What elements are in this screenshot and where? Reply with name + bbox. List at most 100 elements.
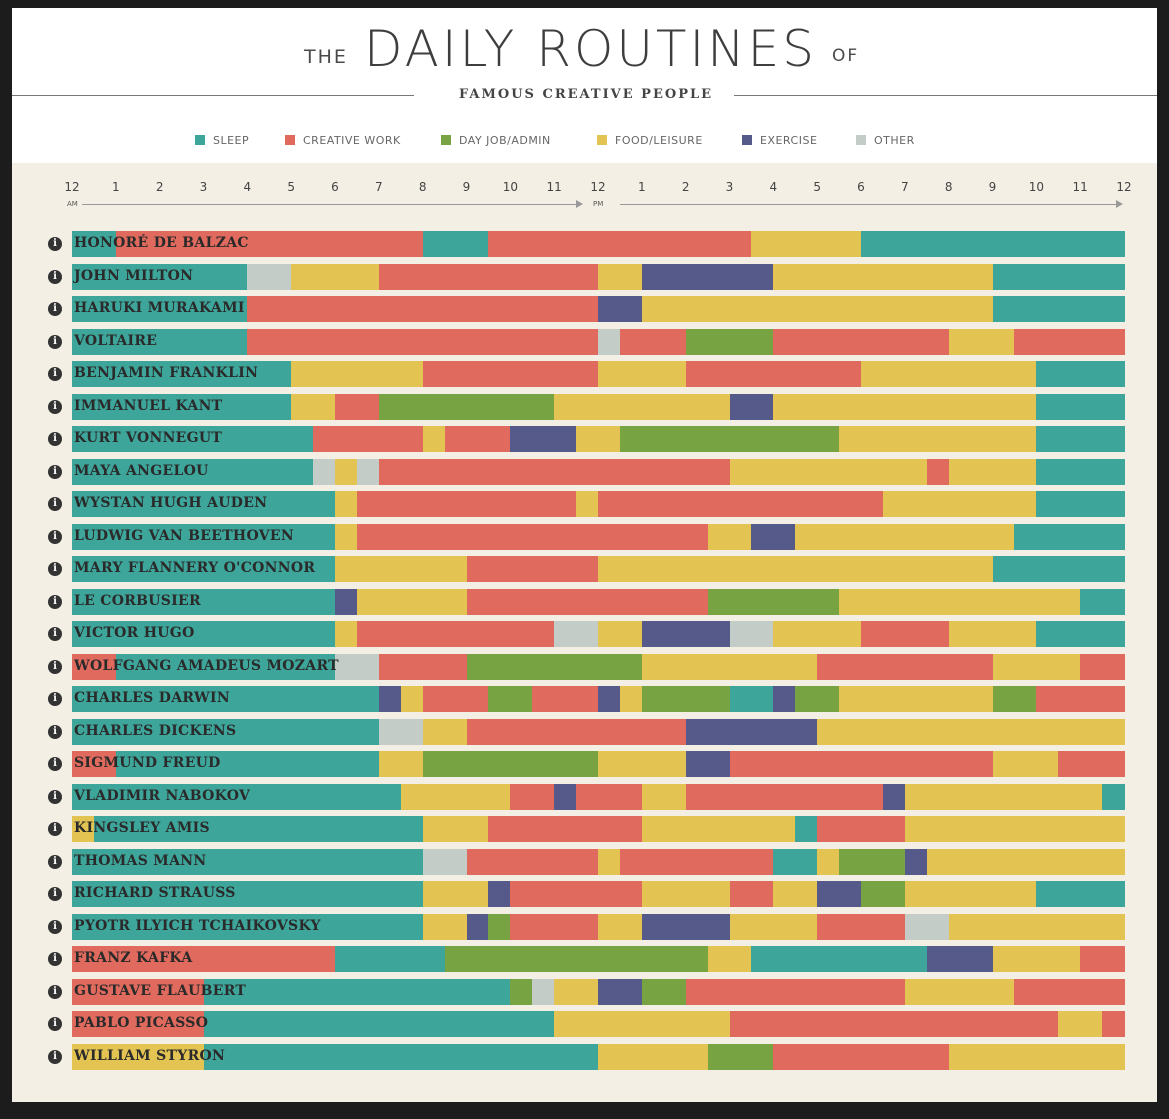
- segment-food: [707, 523, 752, 550]
- segment-sleep: [72, 231, 117, 257]
- segment-creative: [1080, 653, 1125, 680]
- segment-creative: [1014, 978, 1125, 1005]
- info-icon[interactable]: i: [48, 659, 62, 674]
- legend-item-creative: CREATIVE WORK: [285, 132, 401, 148]
- person-row: MARY FLANNERY O'CONNOR: [72, 556, 1125, 582]
- info-icon[interactable]: i: [48, 562, 62, 576]
- segment-creative: [1058, 751, 1125, 777]
- info-icon[interactable]: i: [48, 1049, 62, 1064]
- title-block: THE DAILY ROUTINES OF: [12, 20, 1157, 88]
- segment-dayjob: [992, 686, 1037, 712]
- x-tick-label: 9: [462, 180, 471, 194]
- info-icon[interactable]: i: [48, 919, 62, 934]
- segment-food: [926, 848, 1125, 875]
- segment-creative: [335, 393, 380, 420]
- segment-sleep: [72, 263, 248, 290]
- x-tick-label: 12: [64, 180, 80, 194]
- info-icon[interactable]: i: [48, 822, 62, 836]
- person-name: PABLO PICASSO: [74, 1015, 209, 1031]
- x-tick-label: 2: [681, 180, 690, 194]
- segment-food: [641, 881, 731, 907]
- x-tick-label: 11: [546, 180, 562, 194]
- person-name: IMMANUEL KANT: [74, 397, 223, 414]
- legend-label-food: FOOD/LEISURE: [615, 133, 703, 147]
- chart-legend: SLEEP CREATIVE WORK DAY JOB/ADMIN FOOD/LEIS…: [12, 132, 1157, 148]
- segment-food: [356, 588, 468, 615]
- info-icon[interactable]: i: [48, 854, 62, 869]
- person-row: MAYA ANGELOU: [72, 458, 1125, 485]
- info-icon[interactable]: i: [48, 692, 62, 706]
- segment-sleep: [992, 556, 1125, 582]
- segment-food: [948, 328, 1015, 355]
- person-name: WOLFGANG AMADEUS MOZART: [74, 657, 339, 674]
- segment-creative: [115, 231, 424, 257]
- person-name: HARUKI MURAKAMI: [74, 300, 245, 316]
- segment-food: [554, 1011, 731, 1037]
- segment-food: [817, 848, 840, 875]
- segment-food: [773, 263, 994, 290]
- info-icon[interactable]: i: [48, 627, 62, 641]
- segment-sleep: [72, 393, 292, 420]
- info-icon[interactable]: i: [48, 529, 62, 544]
- info-icon[interactable]: i: [48, 497, 62, 511]
- segment-creative: [356, 491, 577, 517]
- person-row: CHARLES DARWIN: [72, 686, 1125, 712]
- legend-item-other: OTHER: [856, 132, 915, 148]
- info-icon[interactable]: i: [48, 334, 62, 349]
- info-icon[interactable]: i: [48, 302, 62, 316]
- segment-food: [335, 523, 358, 550]
- axis-arrowhead: [576, 200, 583, 208]
- info-icon[interactable]: i: [48, 594, 62, 609]
- segment-sleep: [72, 913, 424, 940]
- segment-food: [400, 783, 511, 810]
- segment-creative: [510, 881, 643, 907]
- subtitle: FAMOUS CREATIVE PEOPLE: [458, 87, 714, 102]
- segment-creative: [72, 653, 117, 680]
- info-icon[interactable]: i: [48, 789, 62, 804]
- segment-food: [378, 751, 424, 777]
- segment-creative: [510, 783, 555, 810]
- person-row: JOHN MILTON: [72, 263, 1125, 290]
- segment-exercise: [598, 296, 643, 322]
- segment-other: [247, 263, 292, 290]
- x-tick-sublabel: PM: [593, 200, 604, 208]
- x-tick-label: 1: [112, 180, 120, 194]
- segment-food: [291, 263, 380, 290]
- segment-sleep: [72, 588, 336, 615]
- info-icon[interactable]: i: [48, 432, 62, 446]
- segment-exercise: [926, 946, 994, 972]
- info-icon[interactable]: i: [48, 269, 62, 284]
- info-icon[interactable]: i: [48, 1017, 62, 1031]
- info-icon[interactable]: i: [48, 984, 62, 999]
- info-icon[interactable]: i: [48, 724, 62, 739]
- segment-creative: [861, 621, 950, 647]
- infographic-frame: THE DAILY ROUTINES OF FAMOUS CREATIVE PE…: [12, 8, 1157, 1102]
- segment-other: [335, 653, 380, 680]
- segment-food: [839, 426, 1037, 452]
- person-row: CHARLES DICKENS: [72, 718, 1125, 745]
- segment-exercise: [641, 621, 731, 647]
- segment-food: [598, 556, 994, 582]
- segment-food: [598, 751, 687, 777]
- segment-food: [72, 1043, 205, 1070]
- info-icon[interactable]: i: [48, 367, 62, 381]
- segment-food: [948, 458, 1037, 485]
- segment-dayjob: [707, 1043, 774, 1070]
- segment-sleep: [335, 946, 446, 972]
- info-icon[interactable]: i: [48, 399, 62, 414]
- info-icon[interactable]: i: [48, 887, 62, 901]
- info-icon[interactable]: i: [48, 464, 62, 479]
- info-icon[interactable]: i: [48, 757, 62, 771]
- x-tick-label: 8: [418, 180, 427, 194]
- segment-other: [904, 913, 950, 940]
- segment-exercise: [729, 393, 774, 420]
- segment-food: [335, 556, 468, 582]
- person-row: RICHARD STRAUSS: [72, 881, 1125, 907]
- info-icon[interactable]: i: [48, 237, 62, 251]
- title-suffix: OF: [832, 46, 860, 66]
- segment-sleep: [72, 458, 314, 485]
- segment-other: [598, 328, 621, 355]
- info-icon[interactable]: i: [48, 952, 62, 966]
- segment-food: [641, 296, 994, 322]
- segment-food: [641, 816, 796, 842]
